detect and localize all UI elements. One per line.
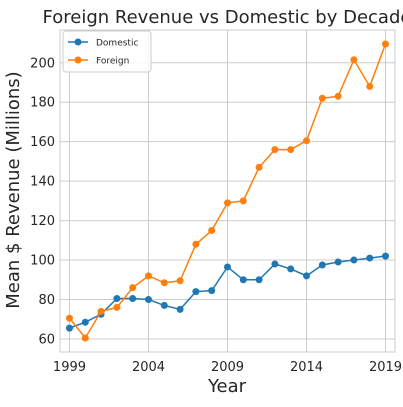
data-point-domestic (176, 305, 184, 313)
data-point-foreign (271, 146, 279, 154)
y-tick-label: 80 (38, 293, 55, 308)
tick-layer: 1999 2004 2009 2014 2019 60 80 100 120 140 160 180 2… (30, 56, 402, 375)
x-tick-label: 1999 (53, 360, 86, 375)
data-point-domestic (271, 260, 279, 268)
data-point-domestic (224, 263, 231, 271)
chart-title: Foreign Revenue vs Domestic by Decade (43, 7, 403, 28)
data-point-domestic (350, 256, 358, 264)
data-point-foreign (287, 146, 295, 154)
x-tick-label: 2004 (132, 360, 165, 375)
x-tick-label: 2019 (369, 360, 402, 375)
data-point-foreign (81, 334, 89, 342)
data-point-foreign (65, 314, 73, 322)
data-point-foreign (366, 82, 374, 90)
data-point-foreign (334, 92, 342, 100)
y-tick-label: 100 (30, 254, 55, 269)
x-tick-label: 2009 (211, 360, 244, 375)
data-point-foreign (303, 137, 311, 145)
data-point-foreign (97, 307, 105, 315)
data-point-domestic (303, 272, 311, 280)
data-point-foreign (255, 163, 263, 171)
data-point-domestic (382, 252, 390, 260)
legend-label-foreign: Foreign (96, 57, 129, 67)
legend-marker-domestic (74, 38, 82, 46)
x-axis-label: Year (207, 376, 247, 397)
plot-frame (59, 29, 396, 353)
data-point-domestic (129, 295, 137, 303)
data-point-foreign (224, 199, 231, 207)
data-point-domestic (366, 254, 374, 262)
data-point-domestic (192, 288, 200, 296)
data-point-foreign (350, 56, 358, 64)
data-point-domestic (318, 261, 326, 269)
legend-marker-foreign (74, 56, 82, 64)
data-point-foreign (144, 272, 152, 280)
data-point-foreign (382, 40, 390, 48)
y-tick-label: 120 (30, 214, 55, 229)
grid-layer (60, 30, 395, 352)
data-point-foreign (318, 94, 326, 102)
y-tick-label: 200 (30, 56, 55, 71)
legend: Domestic Foreign (62, 30, 152, 73)
data-point-foreign (113, 303, 121, 311)
data-point-domestic (113, 295, 121, 303)
data-point-foreign (129, 284, 137, 292)
data-point-domestic (144, 296, 152, 304)
data-point-domestic (255, 276, 263, 284)
data-point-foreign (239, 197, 247, 205)
data-point-domestic (208, 287, 216, 295)
data-point-domestic (81, 318, 89, 326)
data-point-domestic (287, 265, 295, 273)
data-point-domestic (334, 258, 342, 266)
legend-label-domestic: Domestic (96, 39, 138, 49)
y-tick-label: 180 (30, 96, 55, 111)
y-tick-label: 60 (38, 332, 55, 347)
data-point-domestic (160, 301, 168, 309)
data-point-domestic (65, 324, 73, 332)
data-point-foreign (176, 277, 184, 285)
data-point-foreign (208, 226, 216, 234)
data-point-foreign (160, 279, 168, 287)
data-point-foreign (192, 240, 200, 248)
y-tick-label: 160 (30, 135, 55, 150)
y-tick-label: 140 (30, 175, 55, 190)
y-axis-label: Mean $ Revenue (Millions) (3, 71, 24, 308)
data-point-domestic (239, 276, 247, 284)
series-layer (65, 40, 390, 342)
x-tick-label: 2014 (290, 360, 323, 375)
